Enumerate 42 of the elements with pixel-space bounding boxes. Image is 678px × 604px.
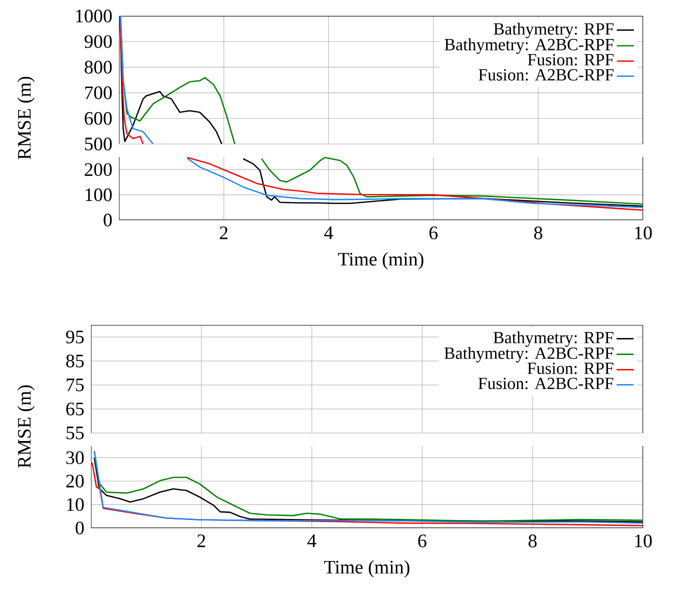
legend-label: Bathymetry: A2BC-RPF bbox=[444, 347, 614, 362]
line-series bbox=[120, 16, 154, 144]
legend-label: Fusion: A2BC-RPF bbox=[478, 69, 614, 81]
legend-label: Fusion: RPF bbox=[528, 54, 614, 66]
y-tick-label: 1000 bbox=[76, 10, 112, 22]
x-tick-label: 2 bbox=[197, 534, 206, 548]
x-axis-title: Time (min) bbox=[324, 560, 410, 578]
y-tick-label: 30 bbox=[66, 451, 84, 464]
x-tick-label: 10 bbox=[635, 534, 652, 548]
x-tick-label: 8 bbox=[534, 226, 542, 240]
y-tick-label: 900 bbox=[84, 35, 112, 48]
y-tick-label: 0 bbox=[76, 522, 84, 534]
x-tick-label: 4 bbox=[307, 534, 316, 548]
y-tick-label: 600 bbox=[84, 112, 112, 125]
y-tick-label: 95 bbox=[66, 330, 84, 344]
y-tick-label: 55 bbox=[66, 426, 84, 440]
legend-label: Bathymetry: A2BC-RPF bbox=[444, 38, 614, 54]
y-axis-title: RMSE (m) bbox=[17, 385, 35, 468]
y-tick-label: 65 bbox=[66, 402, 84, 416]
legend-label: Bathymetry: RPF bbox=[494, 22, 614, 38]
y-tick-label: 20 bbox=[66, 474, 84, 488]
x-tick-label: 2 bbox=[220, 226, 228, 240]
y-tick-label: 75 bbox=[66, 378, 84, 392]
x-tick-label: 8 bbox=[528, 534, 537, 548]
y-tick-label: 700 bbox=[85, 86, 112, 100]
y-axis-title: RMSE (m) bbox=[17, 76, 35, 160]
x-tick-label: 6 bbox=[429, 226, 438, 240]
y-tick-label: 85 bbox=[66, 354, 84, 368]
y-tick-label: 800 bbox=[84, 60, 112, 74]
y-tick-label: 500 bbox=[85, 138, 112, 150]
x-tick-label: 10 bbox=[635, 226, 652, 240]
y-tick-label: 100 bbox=[86, 188, 112, 202]
legend-label: Fusion: RPF bbox=[527, 362, 614, 374]
y-tick-label: 200 bbox=[84, 163, 112, 176]
legend-label: Bathymetry: RPF bbox=[493, 331, 614, 347]
y-tick-label: 10 bbox=[67, 498, 84, 511]
legend-label: Fusion: A2BC-RPF bbox=[478, 378, 614, 390]
x-tick-label: 4 bbox=[324, 226, 334, 240]
line-series bbox=[119, 16, 144, 144]
x-tick-label: 6 bbox=[418, 534, 426, 548]
y-tick-label: 0 bbox=[104, 214, 112, 226]
x-axis-title: Time (min) bbox=[338, 252, 424, 270]
